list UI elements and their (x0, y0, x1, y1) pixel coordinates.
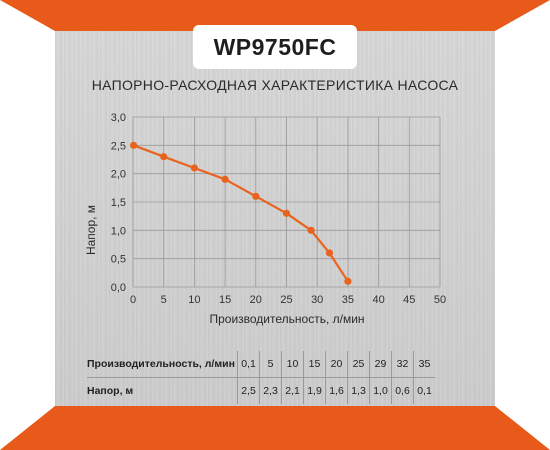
y-tick-label: 3,0 (111, 112, 126, 124)
table-cell: 2,5 (237, 377, 260, 404)
table-cell: 1,3 (347, 377, 370, 404)
y-tick-label: 2,0 (111, 169, 126, 181)
brushed-metal-panel (55, 31, 495, 406)
table-cell: 35 (413, 351, 435, 378)
chart-title: НАПОРНО-РАСХОДНАЯ ХАРАКТЕРИСТИКА НАСОСА (91, 77, 459, 93)
x-tick-label: 0 (130, 294, 136, 306)
model-title: WP9750FC (213, 33, 337, 60)
data-point (190, 164, 198, 172)
data-point (307, 226, 315, 234)
x-tick-label: 15 (219, 294, 231, 306)
table-cell: 0,1 (413, 377, 435, 404)
series-line (133, 144, 349, 282)
data-point (325, 249, 334, 257)
table-cell: 5 (259, 351, 282, 378)
x-tick-label: 5 (161, 294, 167, 306)
x-tick-label: 35 (342, 294, 354, 306)
table-cell: 10 (281, 351, 304, 378)
table-row-label: Производительность, л/мин (87, 351, 238, 378)
y-tick-label: 1,0 (111, 225, 126, 237)
table-cell: 2,3 (259, 377, 282, 404)
table-cell: 0,6 (391, 377, 414, 404)
table-cell: 15 (303, 351, 326, 378)
table-cell: 1,9 (303, 377, 326, 404)
chart-series (130, 141, 352, 285)
y-tick-label: 2,5 (111, 140, 126, 152)
y-tick-label: 0,5 (111, 254, 126, 266)
table-cell: 25 (347, 351, 370, 378)
table-cell: 1,0 (369, 377, 392, 404)
table-cell: 29 (369, 351, 392, 378)
table-row-label: Напор, м (87, 385, 134, 397)
data-point (221, 175, 229, 183)
x-tick-label: 20 (250, 294, 262, 306)
data-point (344, 277, 352, 285)
table-cell: 32 (391, 351, 414, 378)
x-tick-label: 30 (311, 294, 323, 306)
x-tick-label: 45 (403, 294, 415, 306)
table-cell: 20 (325, 351, 348, 378)
chart-grid (132, 116, 441, 288)
x-tick-label: 10 (188, 294, 200, 306)
x-tick-label: 50 (434, 294, 446, 306)
table-row: Напор, м 2,5 2,3 2,1 1,9 1,6 1,3 1,0 0,6… (87, 377, 435, 404)
y-axis-ticks: 0,0 0,5 1,0 1,5 2,0 2,5 3,0 (111, 112, 126, 294)
table-row: Производительность, л/мин 0,1 5 10 15 20… (87, 351, 435, 378)
data-table: Производительность, л/мин 0,1 5 10 15 20… (87, 351, 435, 404)
data-point (252, 192, 260, 200)
table-cell: 0,1 (237, 351, 260, 378)
data-point (282, 209, 291, 217)
y-tick-label: 1,5 (111, 197, 126, 209)
x-axis-ticks: 0 5 10 15 20 25 30 35 40 45 50 (130, 294, 446, 306)
x-tick-label: 25 (280, 294, 292, 306)
table-cell: 2,1 (281, 377, 304, 404)
y-axis-label: Напор, м (84, 205, 98, 255)
table-cell: 1,6 (325, 377, 348, 404)
x-tick-label: 40 (372, 294, 384, 306)
y-tick-label: 0,0 (111, 282, 126, 294)
x-axis-label: Производительность, л/мин (209, 312, 364, 326)
data-point (130, 141, 138, 149)
data-point (160, 153, 168, 161)
model-badge: WP9750FC (193, 25, 357, 69)
